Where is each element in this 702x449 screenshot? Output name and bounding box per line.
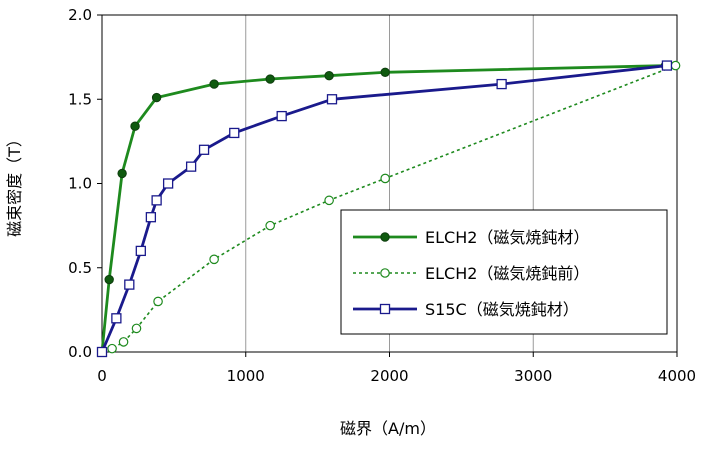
legend-box (340, 209, 668, 335)
series-0-point-3 (130, 121, 140, 131)
series-0-point-2 (117, 168, 127, 179)
series-2 (96, 60, 673, 358)
x-tick-label-3: 3000 (514, 367, 552, 385)
series-1-point-6 (265, 220, 275, 231)
y-tick-label-4: 2.0 (68, 6, 92, 24)
legend-label-1: ELCH2（磁気焼鈍前） (425, 264, 589, 283)
y-tick-label-1: 0.5 (68, 259, 92, 277)
x-axis-title: 磁界（A/m） (340, 419, 436, 438)
series-0-point-1 (104, 274, 114, 285)
legend-item-1: ELCH2（磁気焼鈍前） (353, 264, 589, 283)
series-2-point-1 (111, 313, 122, 324)
series-1-point-2 (118, 337, 129, 347)
series-2-point-4 (145, 212, 157, 223)
series-1-point-3 (131, 323, 142, 334)
y-tick-label-0: 0.0 (68, 343, 92, 361)
x-tick-label-1: 1000 (227, 367, 265, 385)
series-2-point-11 (326, 94, 338, 105)
series-2-point-10 (276, 110, 287, 122)
x-tick-label-0: 0 (97, 367, 107, 385)
series-0-point-4 (151, 92, 162, 103)
legend: ELCH2（磁気焼鈍材） ELCH2（磁気焼鈍前） S15C（磁気焼鈍材） (340, 209, 668, 335)
series-1-point-8 (380, 173, 390, 184)
series-2-point-5 (151, 195, 162, 206)
legend-label-0: ELCH2（磁気焼鈍材） (425, 228, 589, 247)
legend-swatch-marker-2 (379, 303, 391, 315)
series-2-point-3 (135, 245, 146, 257)
series-2-point-6 (162, 178, 174, 189)
series-2-point-7 (185, 161, 197, 172)
series-1-point-5 (209, 254, 219, 265)
y-tick-label-2: 1.0 (68, 175, 92, 193)
legend-swatch-marker-0 (380, 232, 390, 242)
series-line-0 (100, 64, 666, 353)
series-0-point-8 (380, 67, 390, 77)
series-2-point-2 (124, 279, 135, 290)
series-0-point-5 (209, 79, 219, 89)
series-0-point-7 (324, 70, 334, 81)
series-1-point-9 (670, 60, 681, 71)
series-2-point-13 (661, 60, 673, 71)
y-axis-title: 磁束密度（T） (5, 131, 24, 237)
legend-item-2: S15C（磁気焼鈍材） (353, 300, 579, 319)
series-line-2 (100, 64, 668, 353)
series-0-point-6 (265, 74, 275, 84)
series-2-point-0 (96, 346, 108, 358)
legend-label-2: S15C（磁気焼鈍材） (425, 300, 579, 319)
series-2-point-8 (198, 144, 210, 155)
y-tick-label-3: 1.5 (68, 90, 92, 108)
series-2-point-9 (229, 127, 240, 139)
series-2-point-12 (496, 78, 507, 90)
series-1-point-7 (324, 195, 334, 206)
series-line-1 (101, 64, 676, 353)
legend-swatch-marker-1 (380, 268, 390, 278)
legend-item-0: ELCH2（磁気焼鈍材） (353, 228, 589, 247)
series-1-point-1 (107, 343, 117, 354)
x-tick-label-2: 2000 (370, 367, 408, 385)
series-1-point-4 (153, 296, 163, 307)
x-tick-label-4: 4000 (658, 367, 696, 385)
